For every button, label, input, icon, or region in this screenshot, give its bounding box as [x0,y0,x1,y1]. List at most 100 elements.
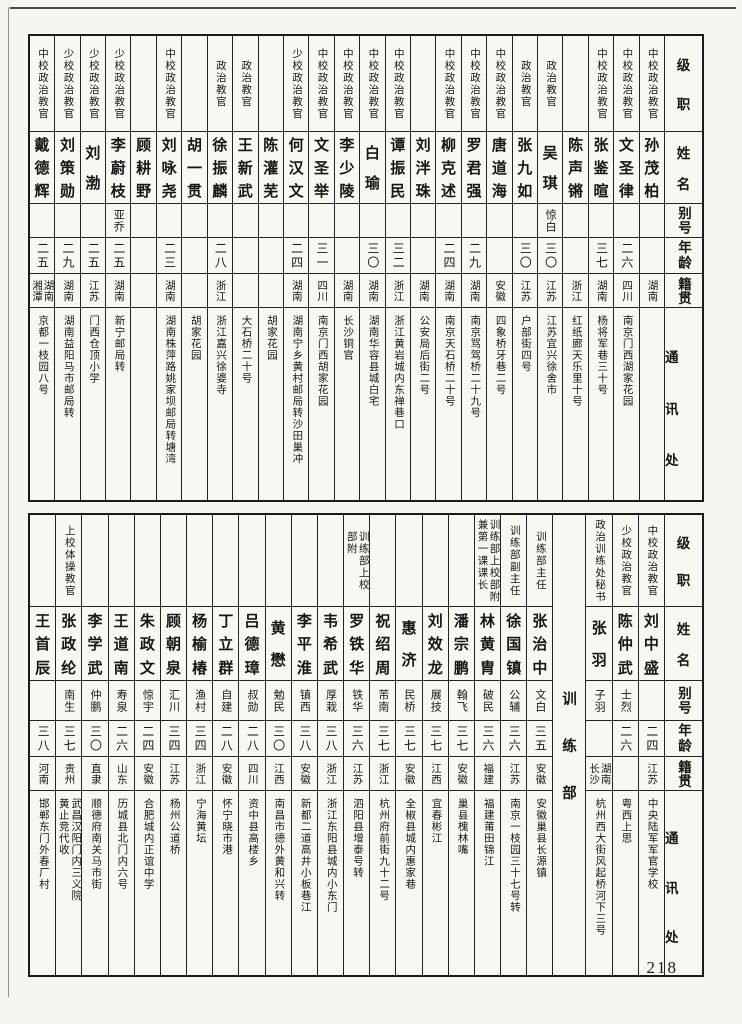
age-cell: 二四 [134,721,160,757]
age-text: 二五 [111,241,126,270]
origin-text: 湖南 [290,279,302,302]
name-cell: 柳克述 [436,132,461,204]
address-cell: 胡家花园 [259,308,283,500]
origin-text: 安徽 [534,762,546,785]
address-text: 浙江东阳县城内小东门 [325,798,337,913]
rank-text: 中校政治教官 [37,47,49,120]
alias-text: 渔村 [193,688,206,713]
address-text: 巢县槐林嘴 [456,798,468,856]
origin-text: 湖南 [367,279,379,302]
alias-text: 破民 [481,688,494,713]
person-column: 上校体操教官张政纶南生 三七 贵州 武昌汉阳门内三义院 黄止竞代收 [55,515,82,975]
person-column: 政治训练处秘书张羽子羽 湖南 长沙 杭州西大街风起桥河下三号 [585,515,612,975]
address-cell: 巢县槐林嘴 [449,791,474,975]
address-cell [131,308,155,500]
name-cell: 刘中盛 [638,607,664,681]
char: 贯 [186,184,202,200]
char: 仲 [617,637,633,653]
age-cell [563,238,588,274]
alias-cell [233,204,258,238]
address-text: 泗阳县增泰号转 [351,798,363,879]
char: 刘 [415,138,431,154]
alias-cell [334,204,360,238]
char: 陵 [339,184,355,200]
char: 蔚 [110,161,126,177]
char: 学 [87,637,103,653]
address-cell: 公安局后街二号 [411,308,435,500]
alias-cell: 厚栽 [317,681,344,721]
row-label-alias: 别号 [665,681,702,721]
row-label-column: 级职 姓名 别号 年龄 籍贯 通讯处 [664,515,702,975]
age-cell [410,238,436,274]
origin-cell: 江苏 [344,757,370,791]
person-column: 顾朝泉汇川 三四 江苏 杨州公道桥 [159,515,187,975]
char: 锵 [568,184,584,200]
rank-cell: 政治教官 [512,36,537,132]
char: 懋 [270,652,286,669]
char: 鉴 [593,161,609,177]
char: 张 [532,613,548,630]
char: 南 [113,660,129,677]
age-text: 二四 [442,241,457,270]
person-column: 朱政文惊宇 二四 安徽 合肥城内正谊中学 [133,515,160,975]
rank-cell: 训练部副主任 [501,515,527,607]
rank-cell [448,515,474,607]
person-column: 祝绍周芾南 三七 浙江 杭州府前街九十二号 [369,515,396,975]
origin-cell [233,274,258,308]
char: 渤 [85,176,101,193]
address-cell: 新都二道高井小板巷江 [292,791,317,975]
char: 刘 [59,138,75,154]
row-label-origin-text: 籍贯 [676,276,691,305]
origin-cell: 湖南 湘潭 [29,274,55,308]
age-text: 三七 [62,724,77,753]
person-column: 杨榆椿渔村 三四 浙江 宁海黄坛 [186,515,213,975]
origin-cell: 山东 [108,757,134,791]
address-text: 邯郸东门外春厂村 [37,798,49,890]
char: 暄 [593,184,609,200]
name-cell: 文圣举 [309,132,334,204]
rank-cell: 中校政治教官 [29,36,55,132]
rank-text: 训练部主任 [534,530,546,591]
address-cell: 中央陆军军官学校 [639,791,664,975]
alias-cell [283,204,309,238]
name-cell: 吴琪 [537,132,563,204]
name-cell: 林黄胄 [474,607,501,681]
alias-cell: 自建 [213,681,239,721]
age-cell: 二八 [207,238,233,274]
address-cell: 浙江黄岩城内东禅巷口 [386,308,410,500]
age-cell: 三〇 [82,721,108,757]
rank-text: 训练部上校部附 兼第一课课长 [476,518,500,603]
char: 部 [562,785,577,802]
rank-cell: 少校政治教官 [106,36,131,132]
person-column: 政治教官徐振麟二八 浙江 浙江嘉兴徐婆寺 [206,36,233,500]
age-text: 二八 [245,724,260,753]
scan-edge-artifact-top [10,7,736,9]
section-divider-column: 训练部 [552,515,585,975]
char: 如 [517,184,533,200]
alias-text: 惊白 [544,208,557,233]
char: 柳 [441,138,457,154]
rank-cell [410,36,436,132]
alias-text: 勉民 [272,688,285,713]
person-column: 政治教官张九如三〇 江苏 户部街四号 [511,36,537,500]
origin-cell: 安徽 [448,757,474,791]
person-column: 训练部上校部附 兼第一课课长林黄胄破民 三六 福建 福建莆田锦江 [473,515,501,975]
char: 练 [562,738,577,755]
origin-cell: 福建 [474,757,501,791]
rank-text: 中校政治教官 [621,47,633,120]
char: 勋 [59,184,75,200]
char: 刘 [643,613,659,630]
person-column: 少校政治教官李蔚枝亚乔 二五 湖南 新宁邮局转 [105,36,131,500]
address-cell: 湖南株萍路姚家坝邮局转塘湾 [157,308,181,500]
char: 白 [364,145,380,162]
name-cell: 刘策勋 [55,132,80,204]
name-cell: 张治中 [527,607,553,681]
age-cell [586,721,612,757]
origin-cell [612,757,638,791]
address-text: 长沙铜官 [342,315,354,361]
char: 九 [517,161,533,177]
rank-cell: 中校政治教官 [487,36,512,132]
origin-cell: 江苏 [80,274,106,308]
rank-text: 中校政治教官 [316,47,328,120]
age-text: 二九 [467,241,482,270]
